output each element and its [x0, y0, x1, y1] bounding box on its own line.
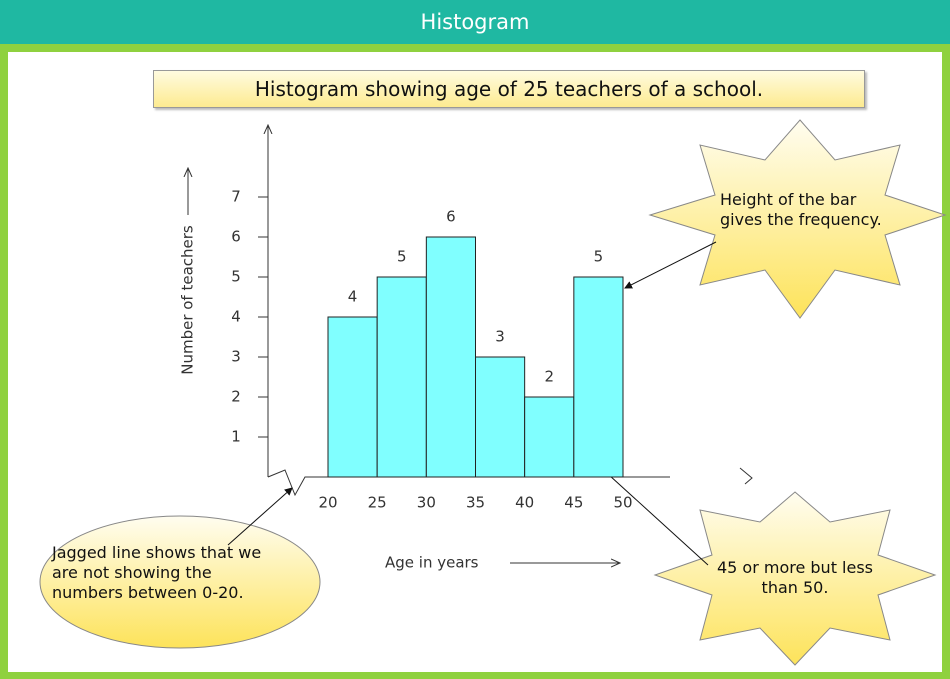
callout-star	[653, 491, 937, 666]
chart-title: Histogram showing age of 25 teachers of …	[153, 70, 865, 108]
y-axis-label: Number of teachers	[179, 225, 197, 375]
y-tick-label: 2	[231, 388, 241, 406]
annotation: Height of the bar gives the frequency.	[720, 190, 882, 229]
y-tick-label: 4	[231, 308, 241, 326]
value-label: 2	[544, 368, 554, 386]
value-label: 3	[495, 328, 505, 346]
x-tick-label: 30	[417, 494, 436, 512]
bar	[376, 276, 427, 478]
x-tick-label: 40	[515, 494, 534, 512]
bar	[573, 276, 624, 478]
value-label: 6	[446, 208, 456, 226]
annotation: Jagged line shows that we are not showin…	[52, 543, 262, 602]
header-title: Histogram	[0, 0, 950, 44]
x-axis-label: Age in years	[385, 554, 479, 572]
y-tick-label: 5	[231, 268, 241, 286]
bar	[327, 316, 378, 478]
bar	[524, 396, 575, 478]
x-tick-label: 35	[466, 494, 485, 512]
callout-arrow	[227, 487, 293, 546]
value-label: 4	[348, 288, 358, 306]
value-label: 5	[397, 248, 407, 266]
y-tick-label: 7	[231, 188, 241, 206]
y-tick-label: 1	[231, 428, 241, 446]
bar	[425, 236, 477, 478]
callout-ellipse	[39, 515, 321, 649]
x-tick-label: 45	[564, 494, 583, 512]
x-tick-label: 50	[613, 494, 632, 512]
annotation: 45 or more but less than 50.	[716, 558, 874, 597]
bar	[475, 356, 526, 478]
jagged-line	[267, 469, 310, 497]
callout-arrow	[624, 241, 717, 289]
callout-arrow	[597, 464, 709, 566]
axis-arrow	[739, 467, 753, 485]
callout-star	[648, 119, 947, 319]
x-tick-label: 25	[368, 494, 387, 512]
x-tick-label: 20	[318, 494, 337, 512]
y-tick-label: 3	[231, 348, 241, 366]
value-label: 5	[594, 248, 604, 266]
y-tick-label: 6	[231, 228, 241, 246]
